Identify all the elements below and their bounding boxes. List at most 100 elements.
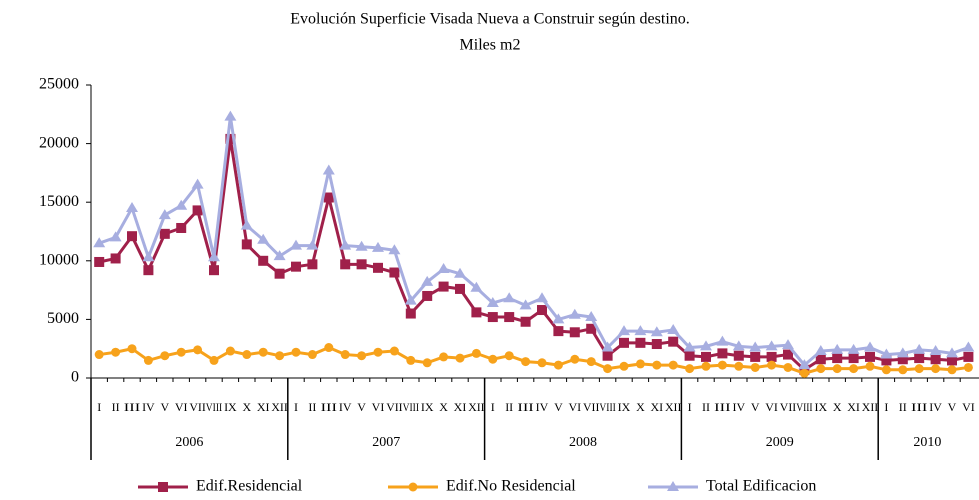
marker [815,354,826,365]
marker [864,341,876,352]
marker [521,357,531,367]
marker [291,261,301,272]
marker [750,351,761,362]
marker [734,361,744,371]
marker [865,361,875,371]
marker [143,355,153,365]
marker [946,347,958,358]
marker [127,344,137,354]
x-tick-label: IV [142,400,155,414]
marker [750,362,760,372]
marker [242,350,252,360]
marker [159,228,170,239]
marker [339,239,352,250]
x-tick-label: IX [814,400,827,414]
marker [389,346,399,356]
x-tick-label: III [517,400,533,414]
marker [422,358,432,368]
marker [357,351,367,361]
marker [537,305,547,316]
marker [408,482,418,492]
marker [553,326,564,337]
marker [865,351,875,362]
marker [437,263,450,274]
marker [406,355,416,365]
marker [504,351,514,361]
year-label: 2008 [569,435,597,450]
marker [322,164,335,175]
marker [717,360,727,370]
marker [749,341,762,352]
legend-label: Edif.No Residencial [446,478,576,495]
marker [225,346,235,356]
x-tick-label: VI [962,400,975,414]
x-tick-label: VI [765,400,778,414]
x-tick-label: XI [454,400,467,414]
marker [142,251,155,262]
x-tick-label: II [505,400,513,414]
marker [701,351,711,362]
x-tick-label: V [554,400,563,414]
marker [536,292,548,303]
marker [158,209,171,220]
marker [455,283,465,294]
marker [225,133,236,144]
marker [897,354,908,365]
marker [158,482,168,492]
marker [209,265,219,276]
marker [258,347,268,357]
x-tick-label: XII [271,400,287,414]
x-tick-label: IX [224,400,237,414]
marker [767,360,777,370]
marker [486,296,499,307]
x-tick-label: XII [665,400,681,414]
x-tick-label: I [97,400,101,414]
marker [963,362,973,372]
marker [814,345,827,356]
legend-label: Edif.Residencial [196,478,303,495]
x-tick-label: XI [257,400,270,414]
marker [110,253,121,264]
marker [404,294,417,305]
marker [848,353,859,364]
x-tick-label: X [833,400,842,414]
marker [568,308,581,319]
marker [586,323,597,334]
x-tick-label: I [294,400,298,414]
chart-title: Evolución Superficie Visada Nueva a Cons… [290,11,690,28]
x-tick-label: V [751,400,760,414]
x-tick-label: IV [732,400,745,414]
marker [373,347,383,357]
x-tick-label: IX [421,400,434,414]
marker [553,360,563,370]
marker [176,347,186,357]
marker [209,355,219,365]
x-tick-label: III [124,400,140,414]
marker [716,335,729,346]
x-tick-label: I [884,400,888,414]
marker [913,343,926,354]
x-tick-label: V [160,400,169,414]
marker [307,350,317,360]
x-tick-label: VI [372,400,385,414]
marker [765,340,778,351]
marker [340,350,350,360]
marker [799,368,809,378]
marker [176,222,187,233]
marker [684,350,695,361]
marker [421,275,434,286]
marker [439,352,449,362]
marker [175,199,188,210]
x-tick-label: II [112,400,120,414]
x-tick-label: XII [468,400,484,414]
marker [355,240,368,251]
marker [306,239,319,250]
marker [831,343,844,354]
x-tick-label: VI [175,400,188,414]
x-tick-label: X [242,400,251,414]
x-tick-label: VIII [796,400,812,414]
x-tick-label: XI [847,400,860,414]
marker [94,350,104,360]
marker [519,299,532,310]
